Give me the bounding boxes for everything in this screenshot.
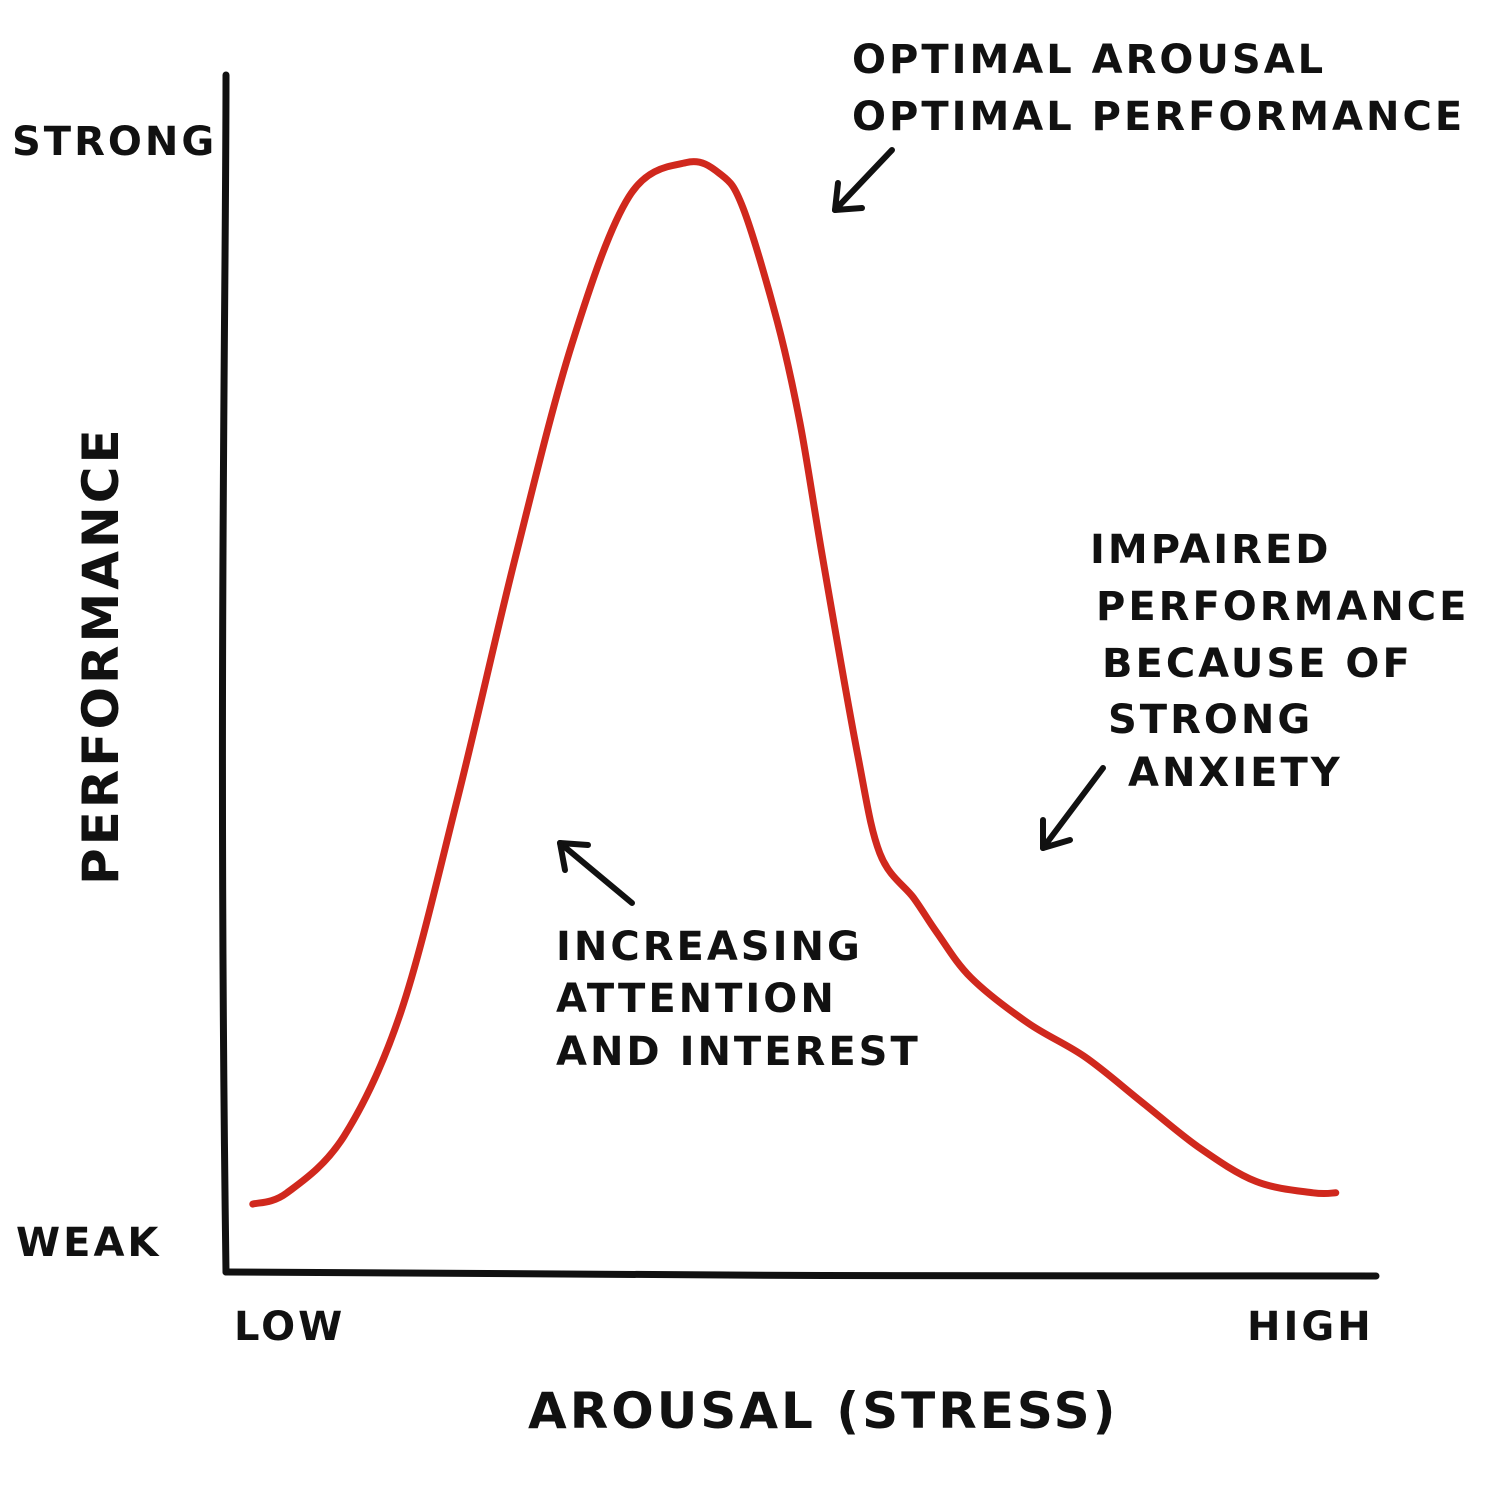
curve-point-18: [968, 975, 974, 981]
curve-point-21: [1139, 1099, 1145, 1105]
curve-point-19: [1025, 1020, 1031, 1026]
y-tick-label-weak: WEAK: [16, 1220, 161, 1266]
curve-point-7: [626, 194, 632, 200]
annotation-rising-arrow: [557, 840, 635, 906]
curve-point-20: [1082, 1054, 1088, 1060]
curve-point-25: [1333, 1190, 1339, 1196]
curve-point-3: [398, 1009, 404, 1015]
curve-point-22: [1196, 1145, 1202, 1151]
y-axis-line: [218, 71, 230, 1276]
x-axis-title: AROUSAL (STRESS): [528, 1382, 1119, 1440]
curve-point-5: [512, 556, 518, 562]
curve-point-12: [797, 420, 803, 426]
curve-point-6: [569, 341, 575, 347]
annotation-rising-line-2: ATTENTION: [556, 976, 837, 1022]
annotation-falling-line-3: BECAUSE OF: [1102, 641, 1413, 687]
x-tick-label-low: LOW: [234, 1304, 345, 1350]
curve-point-1: [284, 1190, 290, 1196]
curve-point-0: [250, 1201, 256, 1207]
curve-point-15: [877, 850, 883, 856]
annotation-peak-arrow: [832, 147, 895, 213]
curve-point-17: [934, 929, 940, 935]
annotation-rising-line-1: INCREASING: [556, 924, 863, 970]
curve-point-24: [1310, 1190, 1316, 1196]
curve-point-4: [455, 794, 461, 800]
curve-point-14: [854, 748, 860, 754]
curve-point-23: [1253, 1178, 1259, 1184]
curve-point-2: [341, 1133, 347, 1139]
y-axis-title: PERFORMANCE: [72, 426, 130, 885]
y-tick-label-strong: STRONG: [12, 119, 217, 165]
curve-point-16: [911, 895, 917, 901]
x-tick-label-high: HIGH: [1247, 1304, 1374, 1350]
curve-point-8: [683, 160, 689, 166]
curve-point-10: [740, 205, 746, 211]
x-axis-line: [222, 1268, 1380, 1280]
annotation-falling-line-1: IMPAIRED: [1090, 527, 1332, 573]
annotation-falling-line-2: PERFORMANCE: [1096, 584, 1470, 630]
annotation-rising-line-3: AND INTEREST: [556, 1029, 921, 1075]
annotation-peak-line-1: OPTIMAL AROUSAL: [852, 37, 1326, 83]
performance-curve: [249, 158, 1340, 1208]
annotation-falling-arrow: [1040, 765, 1106, 851]
curve-point-9: [717, 171, 723, 177]
annotation-falling-line-5: ANXIETY: [1128, 750, 1343, 796]
annotation-peak-line-2: OPTIMAL PERFORMANCE: [852, 94, 1465, 140]
curve-point-11: [774, 318, 780, 324]
curve-point-13: [820, 556, 826, 562]
annotation-falling-line-4: STRONG: [1108, 697, 1313, 743]
